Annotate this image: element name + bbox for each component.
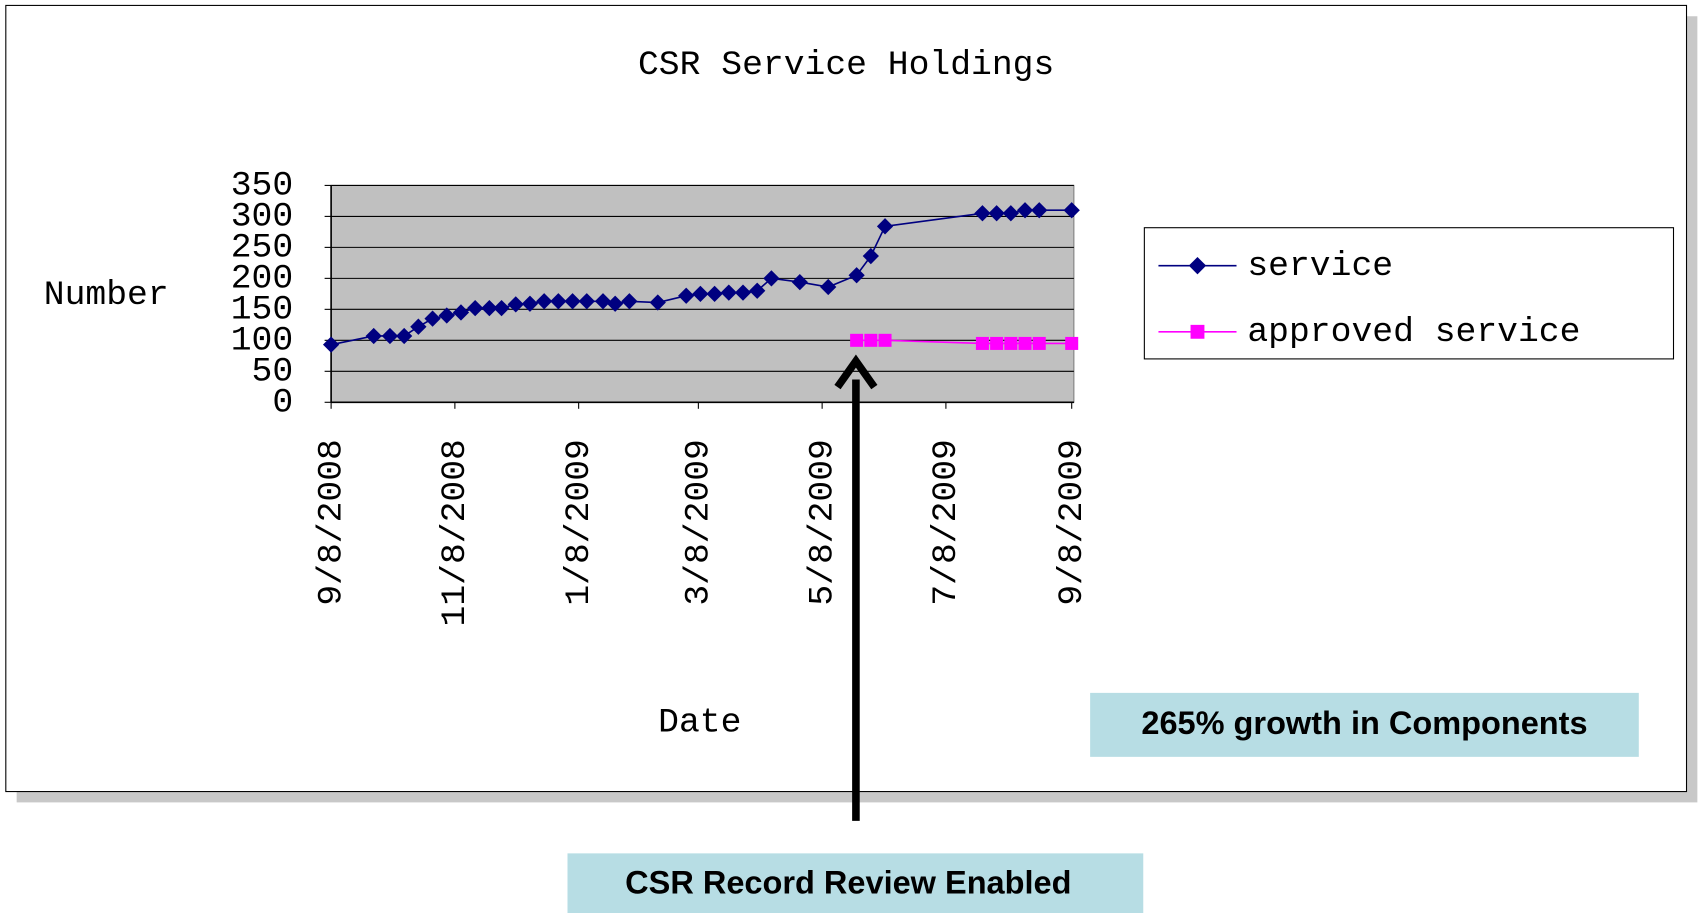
data-point: [678, 287, 695, 304]
data-point: [396, 327, 413, 345]
data-point: [1004, 336, 1018, 350]
data-point: [990, 336, 1004, 350]
y-tick-label: 250: [231, 229, 293, 268]
data-point: [481, 299, 498, 317]
x-tick-label: 1/8/2009: [560, 439, 599, 606]
annotation-box: [1090, 692, 1639, 757]
data-point: [578, 293, 595, 310]
data-point: [763, 270, 780, 287]
x-tick-label: 11/8/2008: [436, 439, 475, 626]
data-point: [975, 336, 989, 350]
data-point: [820, 278, 837, 296]
data-point: [1063, 202, 1080, 219]
annotation: CSR Record Review Enabled: [625, 864, 1071, 900]
data-point: [594, 293, 612, 310]
x-tick-label: 3/8/2009: [680, 439, 719, 606]
data-point: [850, 333, 864, 347]
y-axis-label: Number: [44, 276, 169, 315]
data-point: [974, 205, 991, 222]
y-tick-label: 150: [231, 290, 293, 329]
data-point: [467, 299, 484, 317]
data-point: [564, 293, 581, 310]
y-tick-label: 350: [231, 167, 293, 206]
data-point: [493, 299, 510, 317]
data-point: [876, 218, 894, 235]
data-point: [848, 267, 865, 284]
data-point: [878, 333, 892, 347]
data-point: [438, 307, 455, 324]
data-point: [706, 285, 723, 302]
data-point: [424, 310, 441, 327]
y-tick-label: 300: [231, 198, 293, 237]
legend-label: approved service: [1247, 313, 1580, 352]
data-point: [322, 336, 340, 353]
y-tick-label: 100: [231, 321, 293, 360]
data-point: [864, 333, 878, 347]
legend-marker: [1190, 324, 1205, 339]
data-point: [720, 284, 737, 301]
data-point: [1065, 336, 1079, 350]
data-point: [692, 285, 709, 302]
data-point: [791, 273, 808, 291]
data-point: [381, 327, 399, 345]
y-tick-label: 200: [231, 260, 293, 299]
data-point: [507, 296, 524, 313]
x-tick-label: 7/8/2009: [927, 439, 966, 606]
chart-title: CSR Service Holdings: [638, 46, 1054, 85]
annotation: 265% growth in Components: [1141, 705, 1587, 741]
data-point: [607, 295, 624, 312]
data-point: [1002, 205, 1019, 222]
data-point: [621, 293, 638, 310]
legend: [1143, 227, 1675, 360]
data-point: [1031, 202, 1048, 219]
y-tick-label: 0: [272, 383, 293, 422]
x-tick-label: 9/8/2008: [312, 439, 351, 606]
annotation-box: [567, 853, 1144, 913]
data-point: [521, 295, 539, 312]
data-point: [862, 247, 879, 265]
data-point: [1018, 336, 1032, 350]
data-point: [550, 293, 567, 310]
data-point: [734, 284, 752, 301]
x-tick-label: 5/8/2009: [803, 439, 842, 606]
data-point: [988, 205, 1005, 222]
arrow-head: [834, 354, 878, 390]
data-point: [1032, 336, 1046, 350]
y-tick-label: 50: [252, 352, 294, 391]
data-point: [365, 327, 382, 345]
legend-label: service: [1247, 247, 1393, 286]
x-tick-label: 9/8/2009: [1053, 439, 1092, 606]
data-point: [536, 293, 553, 310]
x-axis-label: Date: [658, 703, 741, 742]
